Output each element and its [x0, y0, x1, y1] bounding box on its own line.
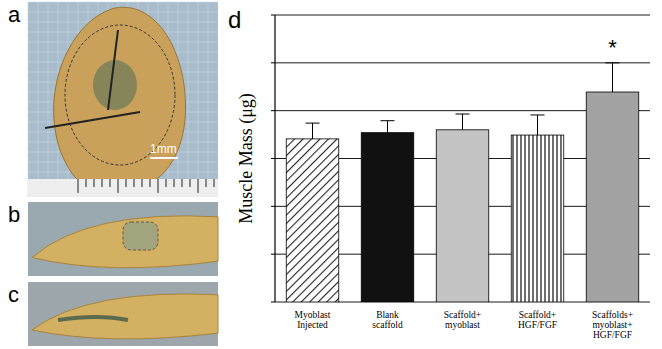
ruler-tick: [198, 179, 199, 193]
stain: [93, 60, 137, 110]
photo-bg: [28, 2, 218, 197]
annotation: *: [608, 35, 617, 60]
ruler-tick: [174, 179, 175, 187]
outline: [123, 222, 158, 250]
ruler-tick: [142, 179, 143, 187]
error-cap: [306, 123, 320, 124]
paper-grid: [48, 2, 49, 197]
paper-grid: [198, 2, 199, 197]
ruler-tick: [78, 179, 79, 193]
ruler-tick: [118, 179, 119, 193]
grid: [271, 15, 650, 302]
paper-grid: [28, 2, 29, 197]
bar: [436, 130, 489, 302]
error-stem: [612, 63, 613, 92]
ruler-tick: [94, 179, 95, 187]
y-axis-label: Muscle Mass (μg): [236, 93, 257, 224]
ruler: [28, 179, 218, 197]
error-bar: [456, 114, 470, 130]
x-tick-label: MyoblastInjected: [295, 310, 331, 330]
ruler-tick: [206, 179, 207, 187]
x-tick-label: Scaffold+myoblast: [444, 310, 481, 330]
photo-panel: 1mm a: [8, 2, 218, 197]
photo-bg: [28, 202, 218, 276]
grid-line: [275, 62, 650, 63]
tissue: [32, 294, 218, 339]
error-stem: [387, 121, 388, 133]
bar: [286, 139, 339, 302]
ruler-tick: [158, 179, 159, 193]
panel-label: c: [8, 282, 19, 307]
photo-panel: b: [8, 202, 218, 276]
ruler-tick: [126, 179, 127, 187]
ruler-tick: [134, 179, 135, 187]
bar: [361, 133, 414, 302]
ruler-tick: [166, 179, 167, 187]
label-line: scaffold: [372, 320, 403, 330]
scale-bar-label: 1mm: [150, 142, 177, 156]
suture: [108, 30, 118, 110]
stain: [58, 317, 128, 320]
error-stem: [312, 123, 313, 139]
x-tick-label: Scaffold+HGF/FGF: [518, 310, 557, 330]
error-cap: [606, 62, 620, 63]
bar: [586, 92, 639, 302]
ruler-tick: [150, 179, 151, 187]
ruler-tick: [86, 179, 87, 187]
x-tick-label: Blankscaffold: [372, 310, 403, 330]
panel-label: a: [8, 2, 21, 27]
label-line: myoblast: [445, 320, 480, 330]
photo-bg: [28, 282, 218, 346]
error-cap: [381, 120, 395, 121]
tissue: [32, 216, 218, 268]
ruler-tick: [182, 179, 183, 187]
x-tick-label: Scaffolds+myoblast+HGF/FGF: [592, 310, 633, 340]
label-line: myoblast+: [592, 320, 632, 330]
figure: 1mm a b c d * MyoblastInjected Blankscaffold Sca…: [0, 0, 662, 349]
error-stem: [537, 115, 538, 135]
label-line: Blank: [376, 310, 399, 320]
error-bar: [306, 123, 320, 139]
ruler-tick: [214, 179, 215, 187]
label-line: HGF/FGF: [518, 320, 557, 330]
paper-grid: [188, 2, 189, 197]
label-line: Scaffold+: [444, 310, 481, 320]
label-line: Scaffold+: [519, 310, 556, 320]
paper-grid: [208, 2, 209, 197]
panel-label: b: [8, 202, 20, 227]
scale-bar: [150, 157, 178, 159]
y-axis: [274, 15, 275, 302]
ruler-tick: [190, 179, 191, 187]
label-line: Myoblast: [295, 310, 331, 320]
error-cap: [456, 114, 470, 115]
tissue: [54, 7, 186, 192]
photo-panel: c: [8, 282, 218, 346]
error-stem: [462, 114, 463, 130]
suture: [45, 112, 140, 128]
label-line: Injected: [297, 320, 328, 330]
grid-line: [275, 15, 650, 16]
paper-grid: [38, 2, 39, 197]
bars: [286, 63, 639, 302]
ruler-tick: [102, 179, 103, 187]
error-bar: [606, 63, 620, 92]
label-line: HGF/FGF: [593, 330, 632, 340]
error-cap: [531, 114, 545, 115]
error-bar: [531, 115, 545, 135]
ruler-tick: [110, 179, 111, 187]
bar: [511, 135, 564, 302]
label-line: Scaffolds+: [592, 310, 633, 320]
paper-grid: [28, 2, 218, 3]
panel-label: d: [228, 6, 241, 33]
error-bar: [381, 121, 395, 133]
